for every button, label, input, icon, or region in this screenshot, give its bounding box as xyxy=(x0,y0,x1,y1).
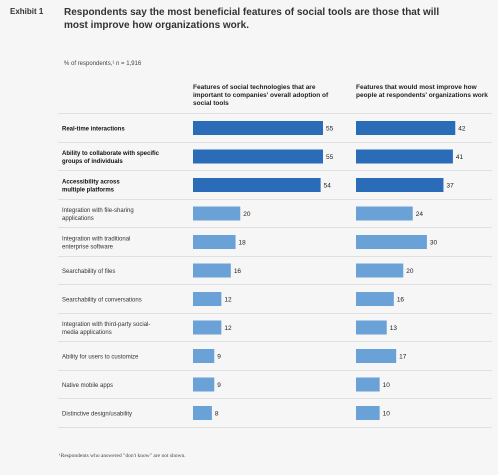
data-label: 8 xyxy=(215,411,219,418)
bar-series-1 xyxy=(193,149,323,164)
bar-series-1 xyxy=(193,292,222,306)
category-label: Integration with file-sharing application… xyxy=(62,208,134,222)
data-label: 54 xyxy=(324,183,332,190)
data-label: 24 xyxy=(416,211,424,218)
data-label: 10 xyxy=(383,382,391,389)
data-label: 55 xyxy=(326,126,334,133)
data-label: 18 xyxy=(239,240,247,247)
category-label: Integration with third-party social-medi… xyxy=(62,322,150,336)
bar-series-1 xyxy=(193,406,212,420)
data-label: 20 xyxy=(406,268,414,275)
data-label: 12 xyxy=(224,297,232,304)
bar-series-1 xyxy=(193,263,231,278)
bar-series-2 xyxy=(356,235,427,249)
data-label: 30 xyxy=(430,240,438,247)
bar-series-2 xyxy=(356,406,380,420)
bar-series-1 xyxy=(193,320,222,335)
data-label: 9 xyxy=(217,354,221,361)
chart-subtitle: % of respondents,¹ n = 1,916 xyxy=(64,61,142,67)
data-label: 20 xyxy=(243,211,251,218)
data-label: 9 xyxy=(217,382,221,389)
data-label: 55 xyxy=(326,154,334,161)
bar-chart: Real-time interactions 55 42 Ability to col… xyxy=(58,113,492,428)
bar-series-2 xyxy=(356,206,413,221)
bar-series-1 xyxy=(193,349,215,363)
chart-title: Respondents say the most beneficial feat… xyxy=(64,7,440,31)
bar-series-2 xyxy=(356,121,456,135)
bar-series-2 xyxy=(356,292,394,306)
data-label: 10 xyxy=(383,411,391,418)
category-label: Distinctive design/usability xyxy=(62,412,132,418)
category-label: Searchability of conversations xyxy=(62,298,142,304)
series-header-company-adoption: Features of social technologies that are… xyxy=(193,84,329,107)
footnote: ¹Respondents who answered "don't know" a… xyxy=(59,453,186,459)
data-label: 37 xyxy=(446,183,454,190)
bar-series-1 xyxy=(193,206,241,221)
bar-series-2 xyxy=(356,263,404,278)
bar-series-1 xyxy=(193,121,323,135)
bar-series-1 xyxy=(193,235,236,249)
data-label: 16 xyxy=(234,268,242,275)
bar-series-1 xyxy=(193,178,321,192)
data-label: 16 xyxy=(397,297,405,304)
category-label: Ability for users to customize xyxy=(62,355,139,361)
bar-series-2 xyxy=(356,149,453,164)
bar-series-1 xyxy=(193,377,215,392)
data-label: 13 xyxy=(390,325,398,332)
category-label: Accessibility across multiple platforms xyxy=(62,180,120,194)
bar-series-2 xyxy=(356,377,380,392)
exhibit-label: Exhibit 1 xyxy=(10,7,44,16)
category-label: Integration with traditional enterprise s… xyxy=(62,237,130,251)
data-label: 42 xyxy=(458,126,466,133)
category-label: Searchability of files xyxy=(62,269,115,275)
bar-series-2 xyxy=(356,178,444,192)
data-label: 12 xyxy=(224,325,232,332)
bar-series-2 xyxy=(356,349,397,363)
bar-series-2 xyxy=(356,320,387,335)
category-label: Native mobile apps xyxy=(62,383,113,389)
series-header-improve-work: Features that would most improve how peo… xyxy=(356,84,488,99)
data-label: 17 xyxy=(399,354,407,361)
category-label: Ability to collaborate with specific grou… xyxy=(62,151,160,165)
data-label: 41 xyxy=(456,154,464,161)
category-label: Real-time interactions xyxy=(62,127,125,133)
